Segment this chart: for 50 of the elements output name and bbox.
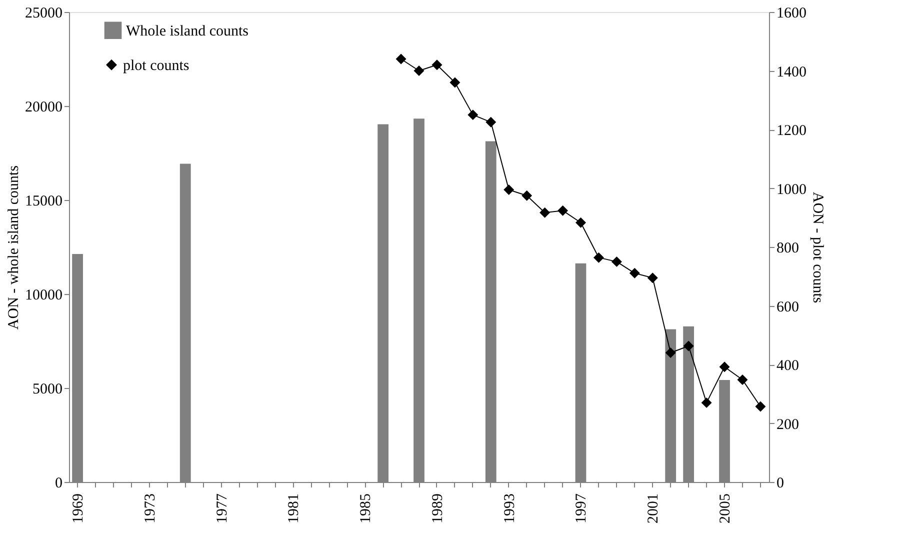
y2-tick-label: 0 bbox=[776, 476, 784, 492]
y-axis-title: AON - whole island counts bbox=[6, 165, 22, 330]
y-tick-label: 15000 bbox=[25, 194, 62, 210]
point bbox=[701, 397, 712, 408]
y2-tick-label: 1600 bbox=[776, 6, 806, 22]
y-tick-label: 0 bbox=[55, 476, 62, 492]
x-tick-label: 1997 bbox=[574, 493, 590, 524]
point bbox=[486, 116, 496, 128]
y2-tick-label: 800 bbox=[776, 240, 799, 256]
legend-label: Whole island counts bbox=[126, 23, 249, 40]
point bbox=[755, 401, 766, 412]
y2-tick-label: 1000 bbox=[776, 182, 806, 198]
point bbox=[396, 54, 406, 64]
point bbox=[450, 77, 460, 88]
y2-tick-label: 400 bbox=[776, 358, 799, 374]
x-tick-label: 1993 bbox=[502, 494, 518, 524]
point bbox=[504, 184, 514, 195]
point bbox=[540, 207, 550, 218]
x-tick-label: 1969 bbox=[70, 494, 87, 524]
point bbox=[737, 374, 748, 386]
point bbox=[432, 60, 442, 70]
point bbox=[576, 217, 586, 228]
point bbox=[558, 205, 568, 216]
y-tick-label: 10000 bbox=[25, 288, 62, 304]
point bbox=[683, 340, 694, 352]
point bbox=[468, 110, 478, 120]
x-tick-label: 2005 bbox=[718, 494, 734, 524]
x-tick-label: 1981 bbox=[286, 494, 302, 524]
x-tick-label: 1977 bbox=[214, 493, 230, 524]
y2-tick-label: 600 bbox=[776, 299, 799, 316]
point bbox=[611, 256, 622, 267]
x-tick-label: 1989 bbox=[430, 494, 446, 524]
y2-tick-label: 200 bbox=[776, 416, 799, 433]
y-tick-label: 5000 bbox=[32, 382, 62, 398]
y-tick-label: 20000 bbox=[25, 100, 62, 116]
point bbox=[522, 190, 532, 201]
y-tick-label: 25000 bbox=[25, 6, 62, 22]
legend-label: plot counts bbox=[123, 58, 190, 74]
y2-tick-label: 1200 bbox=[776, 123, 806, 139]
point bbox=[593, 252, 604, 263]
point bbox=[414, 66, 424, 76]
point bbox=[665, 348, 676, 358]
x-tick-label: 1973 bbox=[142, 494, 158, 524]
x-tick-label: 1985 bbox=[358, 494, 374, 524]
point bbox=[629, 268, 640, 278]
point bbox=[719, 362, 730, 372]
x-tick-label: 2001 bbox=[646, 494, 662, 524]
y2-axis-title: AON - plot counts bbox=[810, 192, 826, 304]
y2-tick-label: 1400 bbox=[776, 64, 806, 80]
point bbox=[647, 272, 658, 284]
